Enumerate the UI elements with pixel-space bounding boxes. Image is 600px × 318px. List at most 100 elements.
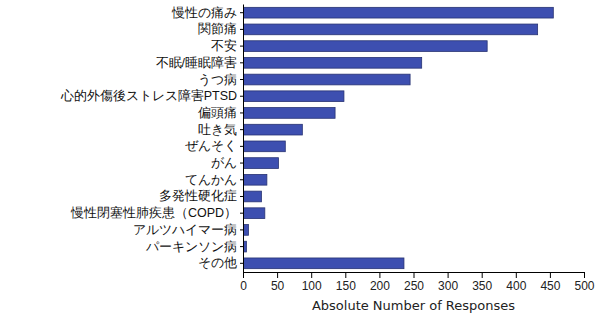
- tick-mark: [240, 179, 243, 180]
- tick-mark: [243, 272, 244, 278]
- tick: ぜんそく: [185, 139, 243, 153]
- tick: 200: [370, 272, 390, 293]
- tick-mark: [240, 112, 243, 113]
- tick-label: 150: [336, 279, 356, 293]
- tick: 吐き気: [198, 123, 243, 137]
- plot: 0 50 100 150 200 250 300 350 400 450 500 慢性の痛み関節痛不安…: [60, 5, 595, 293]
- tick-label: 200: [370, 279, 390, 293]
- tick-label: 慢性の痛み: [171, 6, 237, 20]
- axis-line: [243, 5, 244, 273]
- tick: 慢性の痛み: [171, 6, 243, 20]
- tick-mark: [240, 196, 243, 197]
- bar: [243, 158, 278, 169]
- tick-label: 慢性閉塞性肺疾患（COPD）: [70, 205, 237, 220]
- tick: 100: [302, 272, 322, 293]
- tick-label: 偏頭痛: [198, 106, 237, 120]
- tick-mark: [240, 29, 243, 30]
- tick: 0: [240, 272, 247, 293]
- tick: がん: [211, 156, 243, 170]
- x-axis: 0 50 100 150 200 250 300 350 400 450 500: [240, 272, 595, 293]
- bar: [243, 191, 261, 202]
- tick: 不眠/睡眠障害: [156, 55, 243, 70]
- tick-label: 多発性硬化症: [159, 189, 237, 203]
- tick-label: 500: [574, 279, 594, 293]
- tick-label: アルツハイマー病: [133, 223, 237, 237]
- tick-label: 100: [302, 279, 322, 293]
- tick-mark: [240, 96, 243, 97]
- bar: [243, 208, 265, 219]
- tick-mark: [379, 272, 380, 278]
- tick: 多発性硬化症: [159, 189, 243, 203]
- tick: 400: [506, 272, 526, 293]
- bar: [243, 108, 335, 119]
- tick-mark: [240, 146, 243, 147]
- tick-label: 300: [438, 279, 458, 293]
- tick-label: 250: [404, 279, 424, 293]
- tick-label: 400: [506, 279, 526, 293]
- tick: アルツハイマー病: [133, 223, 243, 237]
- tick: 250: [404, 272, 424, 293]
- bar: [243, 41, 487, 52]
- bar: [243, 7, 553, 18]
- tick: 慢性閉塞性肺疾患（COPD）: [70, 205, 243, 220]
- bar: [243, 91, 344, 102]
- tick: 500: [574, 272, 594, 293]
- tick-mark: [240, 46, 243, 47]
- tick-label: ぜんそく: [185, 139, 237, 153]
- tick-mark: [240, 79, 243, 80]
- bar: [243, 74, 410, 85]
- tick-label: 心的外傷後ストレス障害PTSD: [60, 88, 237, 103]
- tick: てんかん: [185, 173, 243, 187]
- tick-mark: [414, 272, 415, 278]
- tick-label: パーキンソン病: [145, 240, 237, 254]
- y-axis: 慢性の痛み関節痛不安不眠/睡眠障害うつ病心的外傷後ストレス障害PTSD 偏頭痛吐き…: [60, 5, 244, 273]
- tick-mark: [550, 272, 551, 278]
- tick: 350: [472, 272, 492, 293]
- tick: 偏頭痛: [198, 106, 243, 120]
- tick-mark: [240, 229, 243, 230]
- tick: 不安: [211, 38, 243, 53]
- chart: 0 50 100 150 200 250 300 350 400 450 500 慢性の痛み関節痛不安…: [0, 0, 600, 318]
- tick: 450: [540, 272, 560, 293]
- tick-mark: [240, 12, 243, 13]
- tick: 300: [438, 272, 458, 293]
- tick-label: 不眠/睡眠障害: [156, 55, 237, 70]
- tick: うつ病: [198, 73, 243, 87]
- tick-mark: [240, 62, 243, 63]
- tick-label: 吐き気: [198, 123, 237, 137]
- tick-label: 50: [271, 279, 285, 293]
- tick-mark: [240, 129, 243, 130]
- tick-label: 不安: [211, 38, 237, 53]
- x-axis-title: Absolute Number of Responses: [312, 298, 515, 313]
- tick-mark: [240, 263, 243, 264]
- bar: [243, 24, 538, 35]
- bar: [243, 174, 267, 185]
- tick-label: 0: [240, 279, 247, 293]
- bar: [243, 141, 285, 152]
- tick-mark: [482, 272, 483, 278]
- bars: [243, 7, 553, 268]
- tick: その他: [198, 256, 243, 270]
- tick-label: がん: [211, 156, 237, 170]
- tick-label: 450: [540, 279, 560, 293]
- bar: [243, 124, 302, 135]
- tick-mark: [311, 272, 312, 278]
- tick-mark: [240, 246, 243, 247]
- tick-label: 350: [472, 279, 492, 293]
- tick-mark: [516, 272, 517, 278]
- tick-label: てんかん: [185, 173, 237, 187]
- tick-label: うつ病: [198, 73, 237, 87]
- tick-mark: [240, 163, 243, 164]
- tick-mark: [345, 272, 346, 278]
- tick-mark: [240, 213, 243, 214]
- tick-mark: [277, 272, 278, 278]
- bar: [243, 258, 404, 269]
- tick: 心的外傷後ストレス障害PTSD: [60, 88, 243, 103]
- tick-mark: [448, 272, 449, 278]
- tick: パーキンソン病: [145, 240, 243, 254]
- tick-label: 関節痛: [198, 22, 237, 36]
- bar: [243, 57, 422, 68]
- tick: 150: [336, 272, 356, 293]
- tick-label: その他: [198, 256, 237, 270]
- tick-mark: [584, 272, 585, 278]
